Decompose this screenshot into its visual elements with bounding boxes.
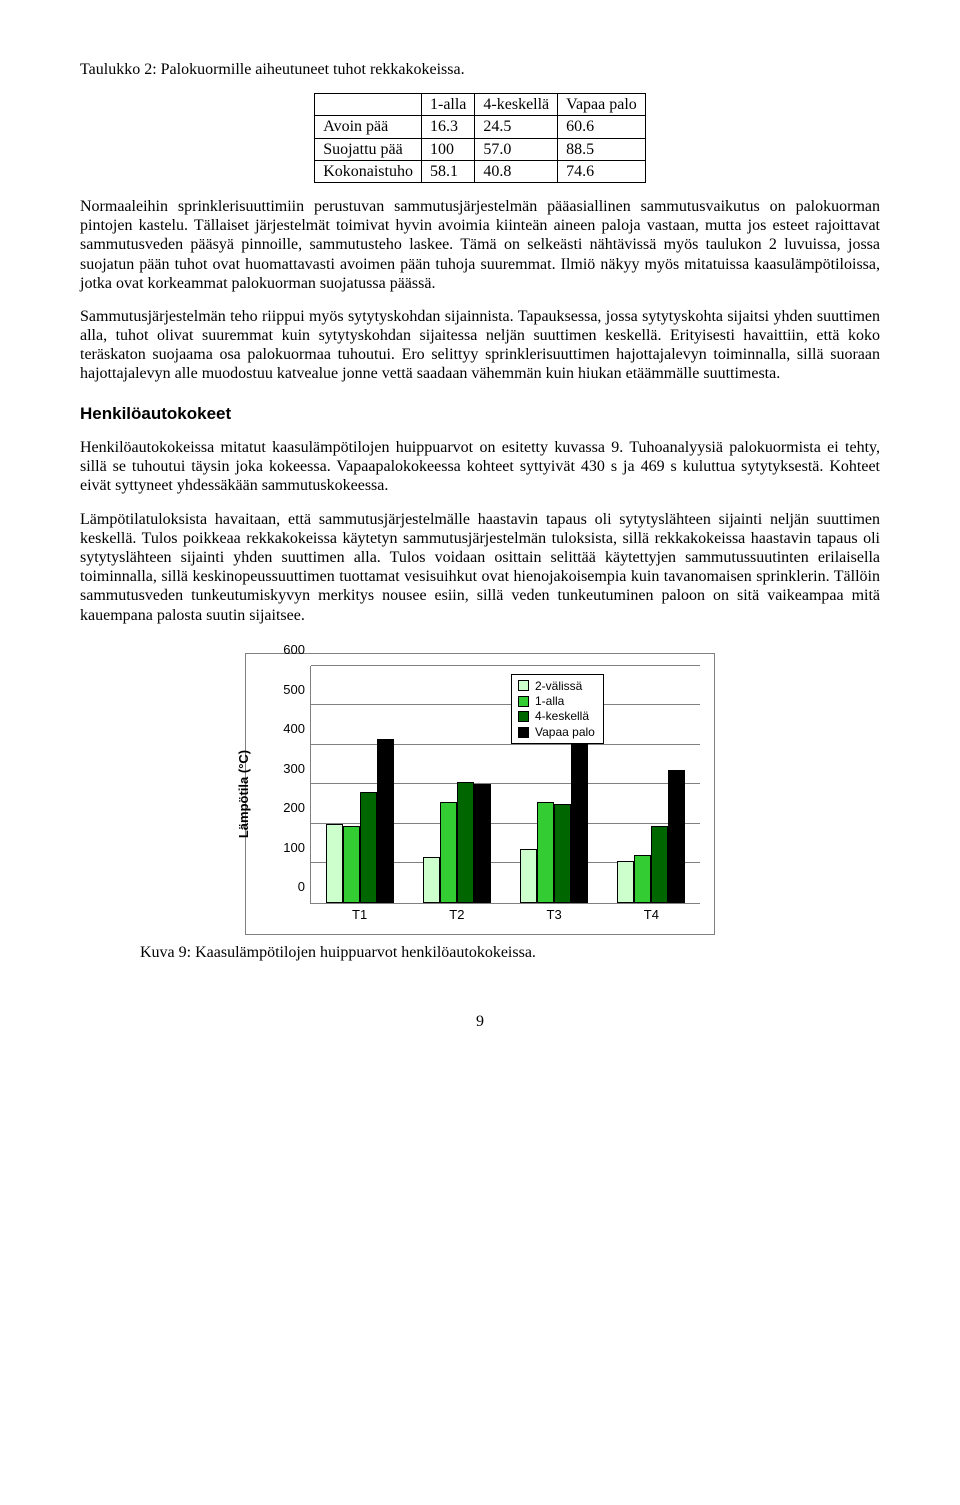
y-tick-label: 500: [271, 682, 305, 698]
table-cell: 60.6: [558, 116, 646, 138]
section-heading: Henkilöautokokeet: [80, 404, 880, 424]
bar-group: T1: [311, 666, 408, 903]
legend-label: Vapaa palo: [535, 725, 595, 739]
bar: [651, 826, 668, 903]
table-row: Avoin pää 16.3 24.5 60.6: [315, 116, 646, 138]
chart-legend: 2-välissä1-alla4-keskellä Vapaa palo: [511, 674, 604, 745]
table-header: 4-keskellä: [475, 94, 558, 116]
paragraph: Normaaleihin sprinklerisuuttimiin perust…: [80, 197, 880, 293]
table-cell: Kokonaistuho: [315, 160, 422, 182]
paragraph: Sammutusjärjestelmän teho riippui myös s…: [80, 307, 880, 384]
bar-group: T4: [603, 666, 700, 903]
y-tick-label: 200: [271, 800, 305, 816]
table-row: Kokonaistuho 58.1 40.8 74.6: [315, 160, 646, 182]
y-tick-label: 100: [271, 840, 305, 856]
bar: [668, 770, 685, 902]
x-tick-label: T1: [352, 907, 367, 923]
table-header: Vapaa palo: [558, 94, 646, 116]
paragraph: Lämpötilatuloksista havaitaan, että samm…: [80, 510, 880, 625]
table-cell: 24.5: [475, 116, 558, 138]
table-caption: Taulukko 2: Palokuormille aiheutuneet tu…: [80, 60, 880, 79]
y-tick-label: 0: [271, 879, 305, 895]
table-cell: Avoin pää: [315, 116, 422, 138]
bar: [457, 782, 474, 902]
bar: [520, 849, 537, 902]
bar: [474, 784, 491, 903]
y-tick-label: 300: [271, 761, 305, 777]
legend-swatch: [518, 680, 529, 691]
bar: [554, 804, 571, 903]
bar: [326, 824, 343, 903]
legend-item: 1-alla: [518, 694, 595, 708]
legend-item: 2-välissä: [518, 679, 595, 693]
table-cell: 58.1: [421, 160, 474, 182]
x-tick-label: T2: [449, 907, 464, 923]
legend-item: 4-keskellä: [518, 709, 595, 723]
bar: [360, 792, 377, 903]
y-axis-label: Lämpötila (°C): [236, 750, 252, 838]
paragraph: Henkilöautokokeissa mitatut kaasulämpöti…: [80, 438, 880, 496]
x-tick-label: T4: [644, 907, 659, 923]
table-row: Suojattu pää 100 57.0 88.5: [315, 138, 646, 160]
table-cell: Suojattu pää: [315, 138, 422, 160]
legend-label: 4-keskellä: [535, 709, 589, 723]
legend-item: Vapaa palo: [518, 725, 595, 739]
y-tick-label: 600: [271, 642, 305, 658]
temperature-chart: Lämpötila (°C) 01002003004005006002-väli…: [245, 653, 715, 935]
bars-container: T1T2T3T4: [311, 666, 700, 903]
y-tick-label: 400: [271, 721, 305, 737]
table-cell: 88.5: [558, 138, 646, 160]
bar-group: T2: [408, 666, 505, 903]
table-cell: 40.8: [475, 160, 558, 182]
bar: [343, 826, 360, 903]
legend-swatch: [518, 696, 529, 707]
table-header: [315, 94, 422, 116]
bar: [440, 802, 457, 903]
table-cell: 57.0: [475, 138, 558, 160]
bar: [617, 861, 634, 902]
damage-table: 1-alla 4-keskellä Vapaa palo Avoin pää 1…: [314, 93, 646, 183]
legend-swatch: [518, 727, 529, 738]
legend-label: 1-alla: [535, 694, 564, 708]
legend-swatch: [518, 711, 529, 722]
table-cell: 100: [421, 138, 474, 160]
legend-label: 2-välissä: [535, 679, 582, 693]
bar: [423, 857, 440, 902]
table-cell: 16.3: [421, 116, 474, 138]
table-cell: 74.6: [558, 160, 646, 182]
x-tick-label: T3: [547, 907, 562, 923]
figure-caption: Kuva 9: Kaasulämpötilojen huippuarvot he…: [80, 943, 880, 962]
bar: [634, 855, 651, 902]
bar: [537, 802, 554, 903]
table-header: 1-alla: [421, 94, 474, 116]
page-number: 9: [80, 1012, 880, 1031]
bar: [377, 739, 394, 903]
table-header-row: 1-alla 4-keskellä Vapaa palo: [315, 94, 646, 116]
